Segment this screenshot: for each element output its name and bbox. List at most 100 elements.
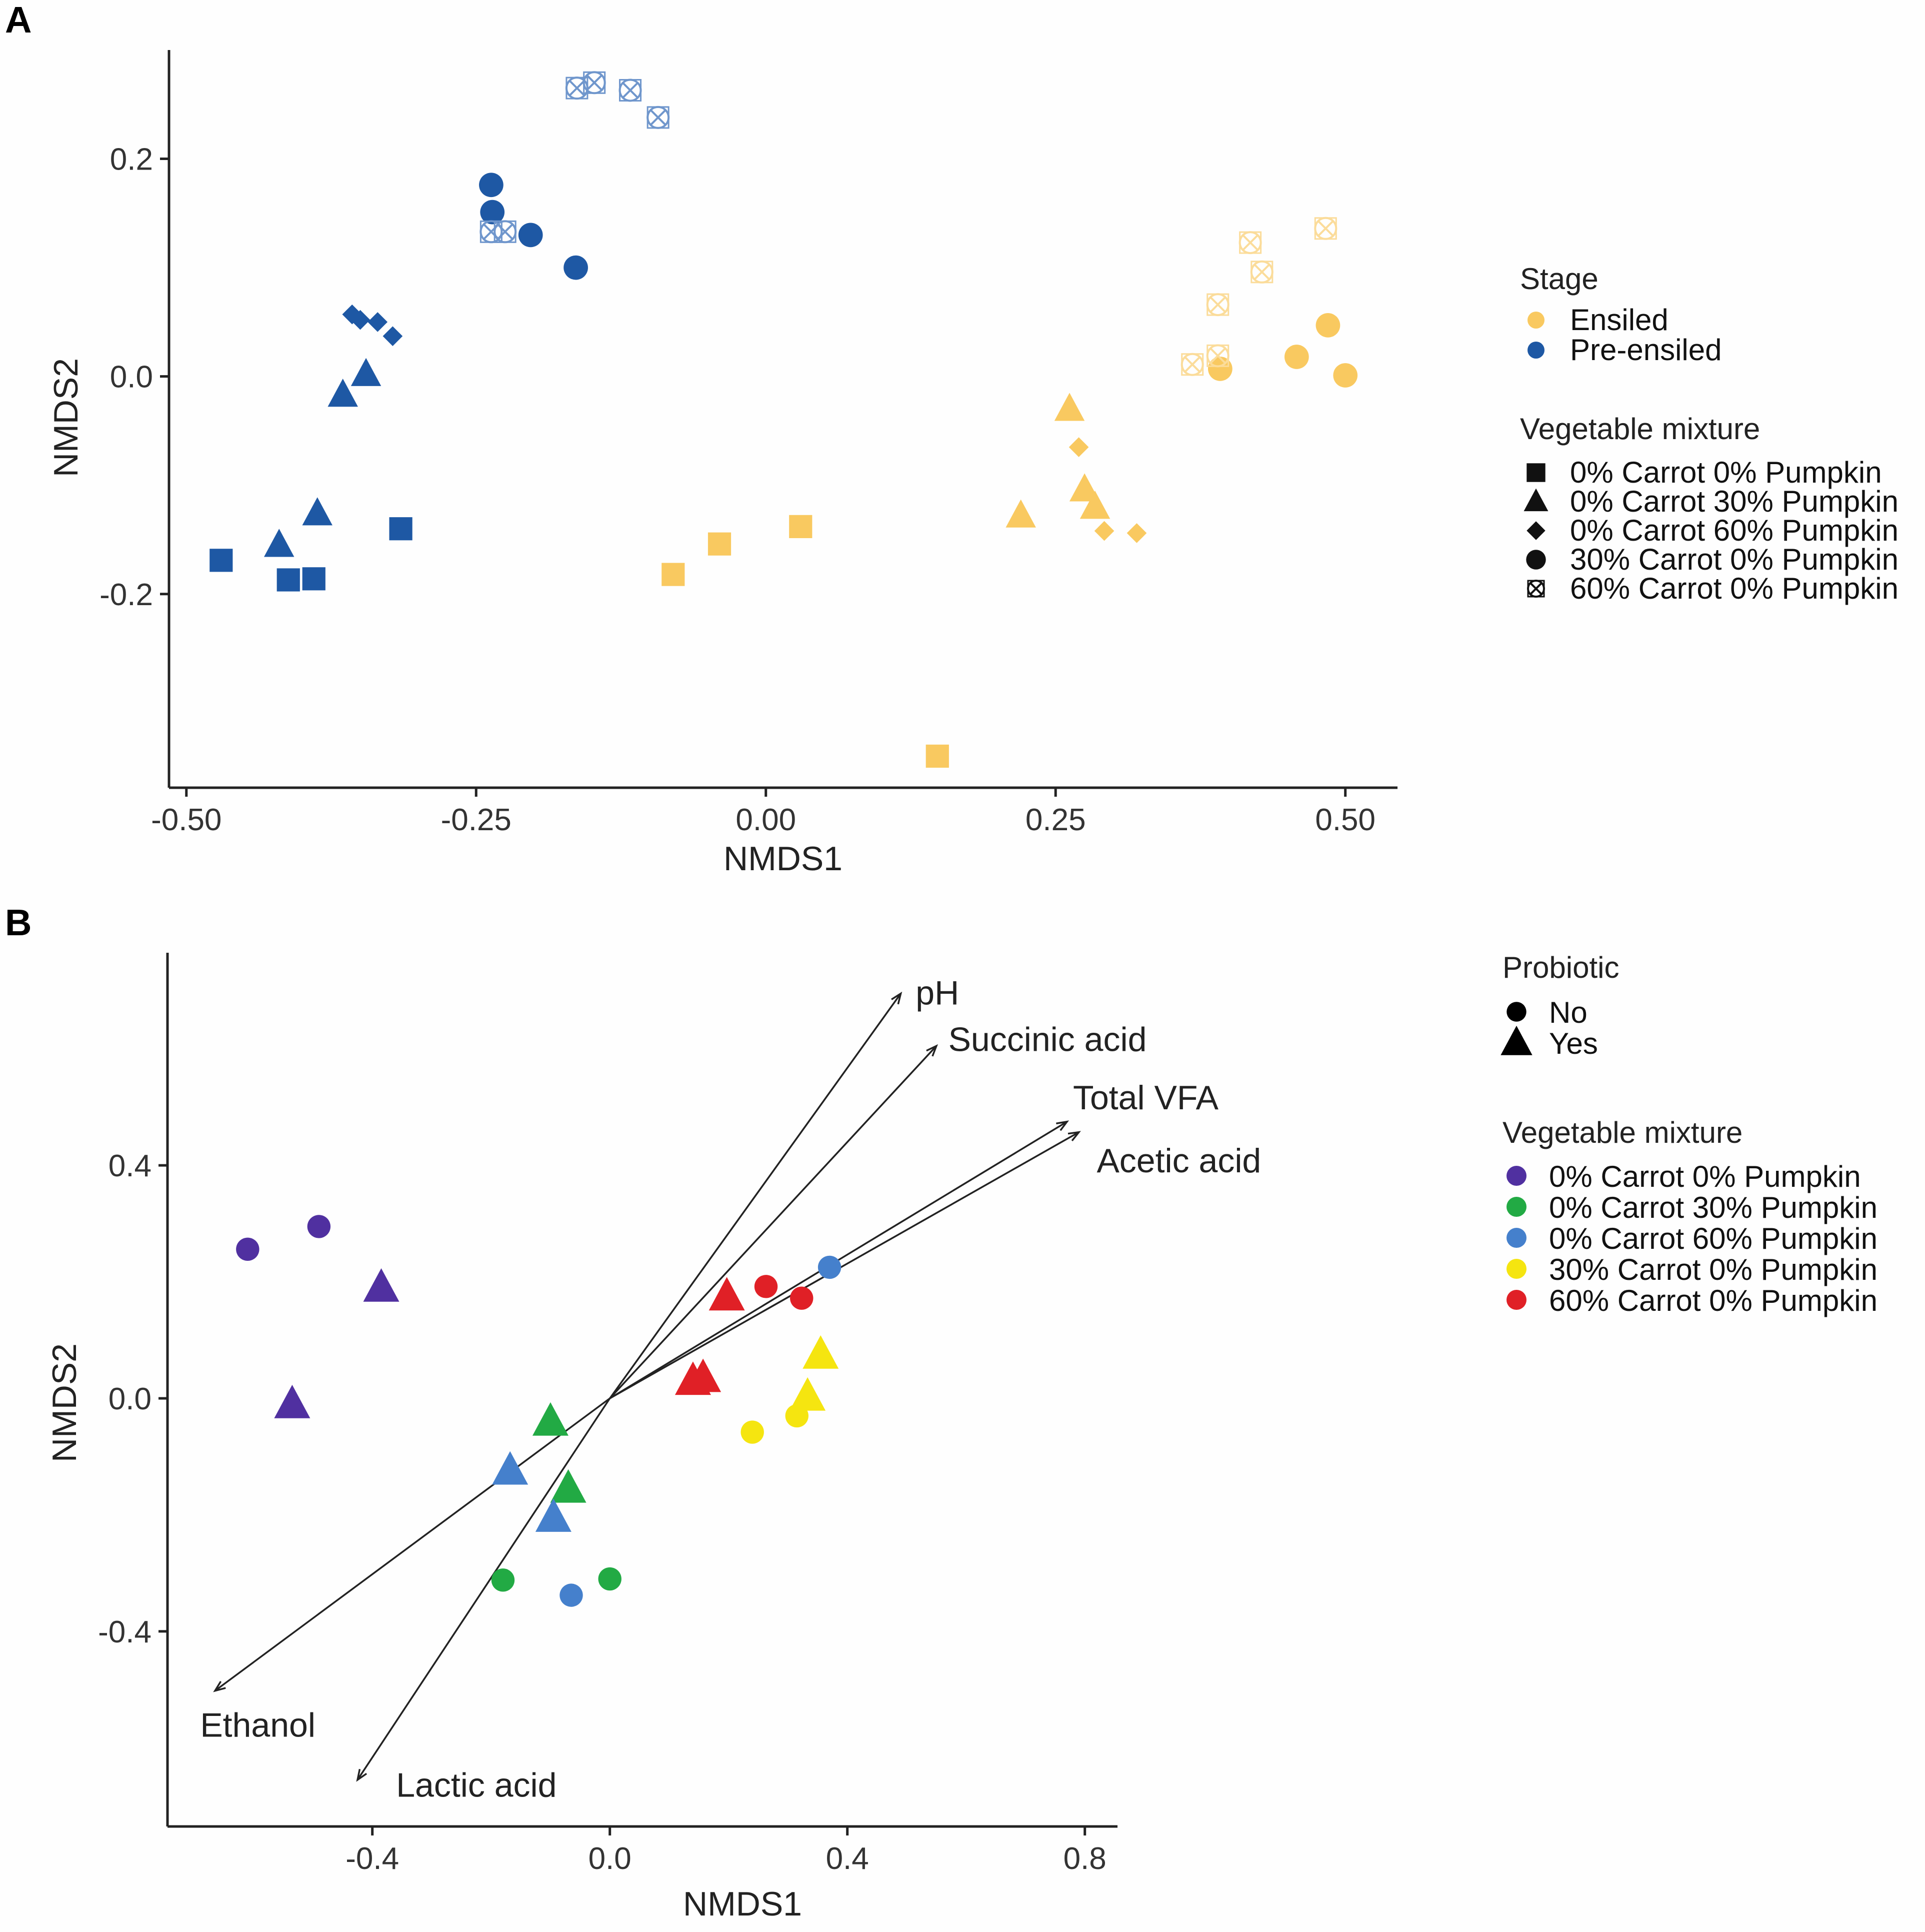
a-point: [494, 220, 517, 244]
b-x-tick-label: 0.4: [826, 1841, 869, 1876]
legend-a-mix-swatch: [1526, 463, 1546, 482]
b-point: [790, 1377, 826, 1411]
legend-b-mix-label: 0% Carrot 0% Pumpkin: [1549, 1160, 1861, 1193]
a-point: [480, 200, 505, 225]
panel-a-x-ticks: -0.50 -0.25 0.00 0.25 0.50: [151, 788, 1376, 837]
b-point: [785, 1404, 808, 1428]
a-x-tick-label: 0.50: [1315, 803, 1376, 837]
legend-b-probiotic-label: No: [1549, 996, 1588, 1029]
a-point: [1206, 344, 1230, 368]
a-x-tick-label: 0.00: [736, 803, 796, 837]
a-point: [1238, 231, 1262, 255]
b-point: [790, 1286, 814, 1310]
panel-b-y-ticks: -0.4 0.0 0.4: [98, 1149, 168, 1649]
a-point: [1314, 217, 1338, 240]
panel-a: A -0.50 -0.25 0.00 0.25 0.50 -0.2 0.0 0.2 NMDS…: [5, 0, 1898, 878]
a-x-tick-label: 0.25: [1026, 803, 1086, 837]
a-point: [302, 497, 332, 526]
a-point: [1206, 293, 1230, 317]
a-point: [368, 312, 388, 332]
a-point: [926, 744, 949, 768]
legend-a-mix-swatch: [1524, 488, 1548, 512]
legend-a-stage-title: Stage: [1520, 262, 1598, 296]
panel-a-y-ticks: -0.2 0.0 0.2: [100, 143, 169, 612]
a-point: [582, 71, 606, 95]
legend-b-mix-swatch: [1506, 1166, 1526, 1186]
legend-b-mix-swatch: [1506, 1228, 1526, 1248]
a-x-tick-label: -0.25: [441, 803, 512, 837]
b-point: [532, 1402, 568, 1436]
a-point: [1126, 523, 1147, 543]
a-point: [1069, 473, 1100, 502]
a-point: [382, 326, 403, 346]
a-point: [210, 549, 233, 572]
legend-b-probiotic-label: Yes: [1549, 1027, 1598, 1060]
b-x-tick-label: 0.0: [588, 1841, 632, 1876]
b-point: [307, 1215, 331, 1238]
b-point: [740, 1420, 764, 1444]
legend-a-mix-swatch: [1527, 580, 1545, 598]
legend-a-mix-label: 0% Carrot 60% Pumpkin: [1570, 514, 1898, 547]
a-point: [350, 358, 382, 386]
vector-acetic-acid: Acetic acid: [609, 1131, 1261, 1399]
legend-b-mix-label: 60% Carrot 0% Pumpkin: [1549, 1284, 1878, 1317]
vector-total-vfa: Total VFA: [609, 1079, 1219, 1399]
legend-b-probiotic-swatch: [1506, 1002, 1526, 1022]
legend-a-mix-title: Vegetable mixture: [1520, 412, 1760, 446]
b-point: [818, 1255, 842, 1279]
a-point: [1284, 345, 1309, 369]
legend-a-mix-swatch: [1526, 550, 1546, 570]
legend-b-mix-swatch: [1506, 1197, 1526, 1217]
panel-b-x-ticks: -0.4 0.0 0.4 0.8: [346, 1826, 1106, 1876]
a-point: [662, 563, 685, 586]
legend-b-mix-swatch: [1506, 1290, 1526, 1310]
a-point: [1080, 491, 1110, 519]
b-point: [685, 1358, 722, 1392]
panel-b-label: B: [5, 902, 32, 943]
panel-a-x-title: NMDS1: [724, 840, 842, 878]
a-point: [618, 79, 642, 102]
legend-a-mix-label: 30% Carrot 0% Pumpkin: [1570, 543, 1898, 576]
a-point: [1068, 437, 1089, 457]
a-point: [708, 532, 732, 556]
legend-b-mix-title: Vegetable mixture: [1502, 1116, 1742, 1149]
b-point: [598, 1567, 622, 1591]
b-point: [708, 1277, 745, 1311]
panel-b-x-title: NMDS1: [683, 1885, 802, 1923]
vector-succinic-acid: Succinic acid: [609, 1021, 1147, 1399]
a-point: [1250, 260, 1274, 284]
legend-b-mix-label: 30% Carrot 0% Pumpkin: [1549, 1253, 1878, 1286]
b-point: [802, 1335, 839, 1369]
vector-label: Total VFA: [1073, 1079, 1219, 1117]
legend-a-stage-label: Pre-ensiled: [1570, 333, 1722, 367]
vector-label: Acetic acid: [1096, 1142, 1261, 1180]
b-point: [550, 1469, 586, 1503]
vector-lactic-acid: Lactic acid: [356, 1398, 611, 1804]
legend-a-stage-swatch: [1528, 342, 1544, 359]
vector-ph: pH: [609, 974, 959, 1399]
panel-b: B -0.4 0.0 0.4 0.8 -0.4 0.0 0.4 pH Succinic ac…: [5, 902, 1878, 1923]
b-point: [754, 1275, 778, 1298]
a-point: [564, 255, 588, 280]
panel-b-vectors: pH Succinic acid Total VFA Acetic acid Ethan…: [200, 974, 1261, 1804]
b-x-tick-label: 0.8: [1064, 1841, 1106, 1876]
b-point: [236, 1237, 260, 1261]
b-point: [492, 1451, 528, 1485]
a-point: [1316, 313, 1340, 338]
legend-b-mix-label: 0% Carrot 60% Pumpkin: [1549, 1222, 1878, 1255]
a-point: [565, 77, 588, 100]
vector-label: pH: [916, 974, 959, 1012]
legend-a-stage-label: Ensiled: [1570, 303, 1668, 337]
vector-label: Succinic acid: [948, 1021, 1147, 1059]
a-point: [350, 310, 370, 330]
a-point: [264, 529, 294, 557]
legend-b-probiotic-title: Probiotic: [1502, 951, 1619, 984]
legend-a-stage-swatch: [1528, 312, 1544, 329]
panel-b-points: [236, 1215, 842, 1607]
panel-a-y-title: NMDS2: [47, 358, 85, 477]
a-point: [389, 517, 412, 541]
